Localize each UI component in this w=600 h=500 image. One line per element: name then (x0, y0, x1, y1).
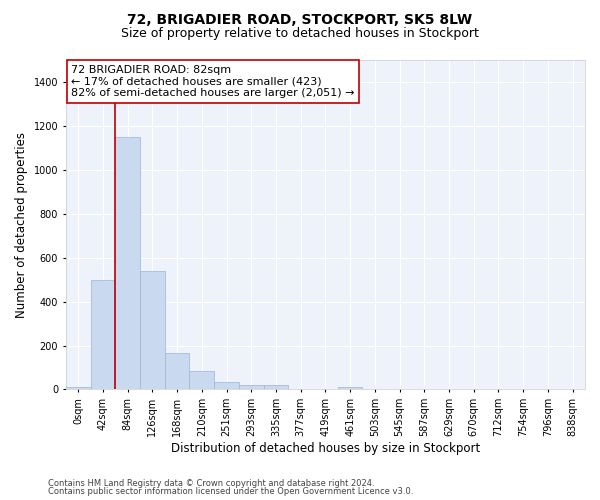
Text: 72 BRIGADIER ROAD: 82sqm
← 17% of detached houses are smaller (423)
82% of semi-: 72 BRIGADIER ROAD: 82sqm ← 17% of detach… (71, 65, 355, 98)
Bar (165, 353, 190, 390)
Text: 72, BRIGADIER ROAD, STOCKPORT, SK5 8LW: 72, BRIGADIER ROAD, STOCKPORT, SK5 8LW (127, 12, 473, 26)
Bar (140, 271, 165, 390)
Bar (190, 371, 214, 390)
X-axis label: Distribution of detached houses by size in Stockport: Distribution of detached houses by size … (171, 442, 480, 455)
Text: Size of property relative to detached houses in Stockport: Size of property relative to detached ho… (121, 28, 479, 40)
Text: Contains public sector information licensed under the Open Government Licence v3: Contains public sector information licen… (48, 487, 413, 496)
Bar (263, 386, 289, 390)
Bar (115, 137, 140, 390)
Bar (214, 382, 239, 390)
Bar (91, 280, 115, 390)
Bar (66, 387, 91, 390)
Bar (338, 386, 362, 390)
Y-axis label: Number of detached properties: Number of detached properties (15, 132, 28, 318)
Text: Contains HM Land Registry data © Crown copyright and database right 2024.: Contains HM Land Registry data © Crown c… (48, 478, 374, 488)
Bar (239, 385, 263, 390)
